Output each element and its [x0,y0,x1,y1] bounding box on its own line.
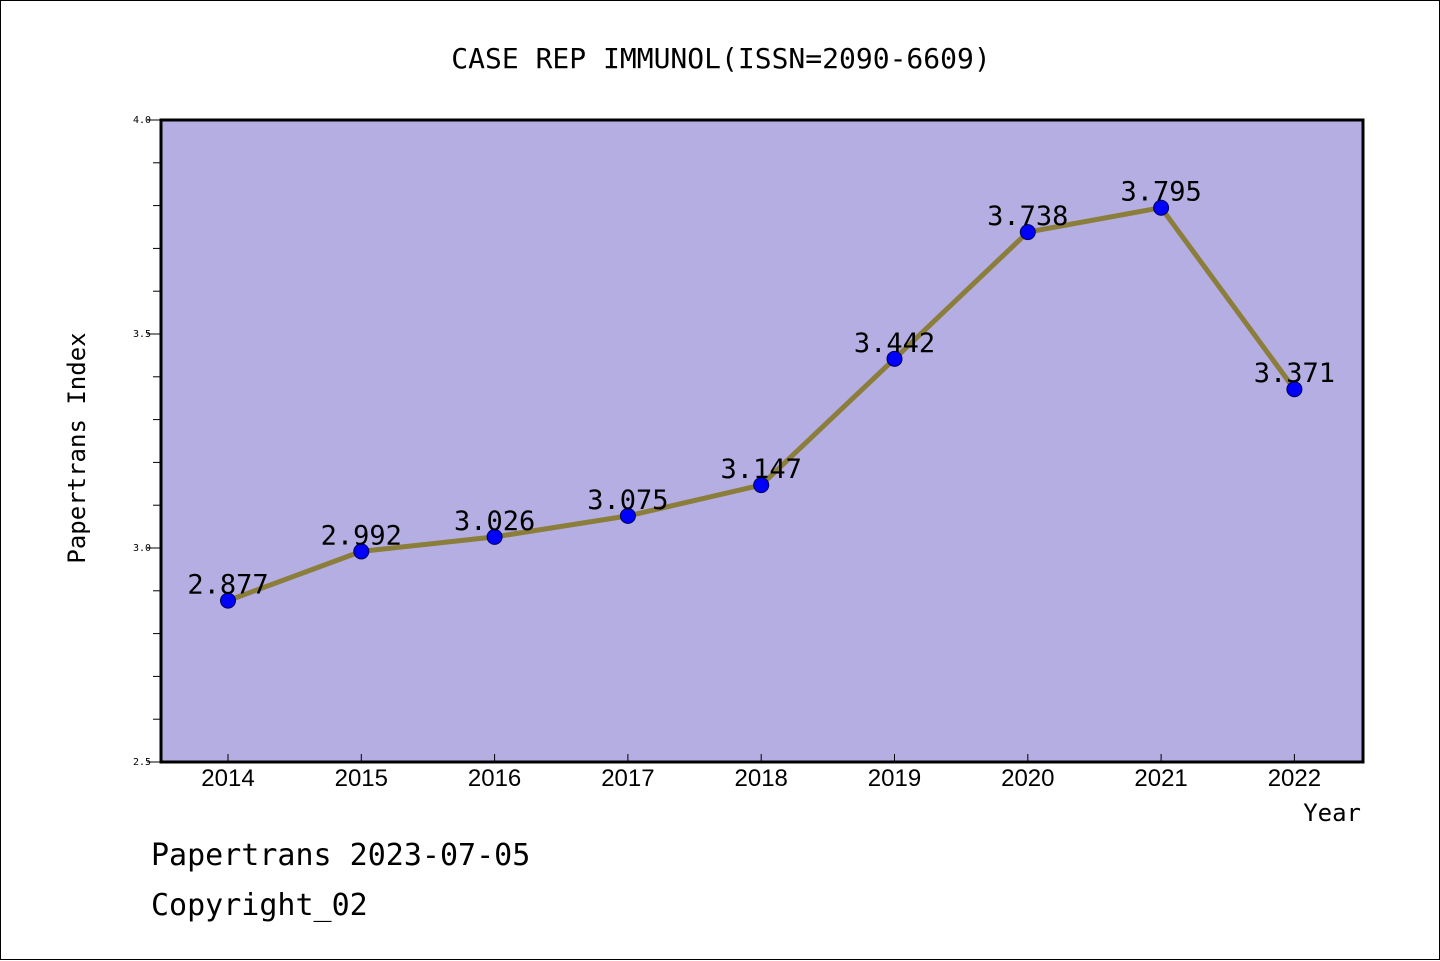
x-tick-label: 2015 [335,765,388,792]
x-tick-label: 2016 [468,765,521,792]
data-label: 3.026 [454,506,535,537]
data-label: 3.147 [721,454,802,485]
plot-area [159,118,1365,764]
x-tick-label: 2021 [1134,765,1187,792]
data-label: 3.075 [587,485,668,516]
x-axis-title: Year [1303,799,1361,827]
series-line-group [220,199,1303,609]
x-tick-label: 2020 [1001,765,1054,792]
data-point [486,528,503,545]
data-point [886,350,903,367]
x-tick-label: 2017 [601,765,654,792]
data-label: 3.795 [1120,177,1201,208]
y-tick-label: 3.0 [133,543,151,554]
y-tick-label: 3.5 [133,329,151,340]
data-point [1019,224,1036,241]
data-point [353,543,370,560]
chart-title: CASE REP IMMUNOL(ISSN=2090-6609) [451,42,990,75]
data-point [220,592,236,609]
data-point [619,507,636,524]
footer-copyright-text: Copyright_02 [151,888,368,923]
y-tick-label: 2.5 [133,757,151,768]
x-tick-label: 2014 [201,765,254,792]
y-tick-label: 4.0 [133,115,151,126]
data-label: 3.442 [854,328,935,359]
x-tick-label: 2022 [1268,765,1321,792]
x-axis: 2014 2015 2016 2017 2018 2019 2020 2021 2022 [201,754,1321,792]
x-tick-label: 2019 [868,765,921,792]
x-tick-label: 2018 [735,765,788,792]
data-label: 3.738 [987,201,1068,232]
footer-date-text: Papertrans 2023-07-05 [151,838,530,873]
data-point [1286,381,1303,398]
data-label: 2.992 [321,520,402,551]
data-point [1153,199,1170,216]
data-labels: 2.877 2.992 3.026 3.075 3.147 3.442 3.738 3.795… [187,177,1335,601]
y-axis-title: Papertrans Index [63,332,91,563]
y-axis: 2.5 3.0 3.5 4.0 [133,115,161,768]
data-label: 2.877 [187,570,268,601]
data-point [753,477,770,494]
data-label: 3.371 [1254,358,1335,389]
